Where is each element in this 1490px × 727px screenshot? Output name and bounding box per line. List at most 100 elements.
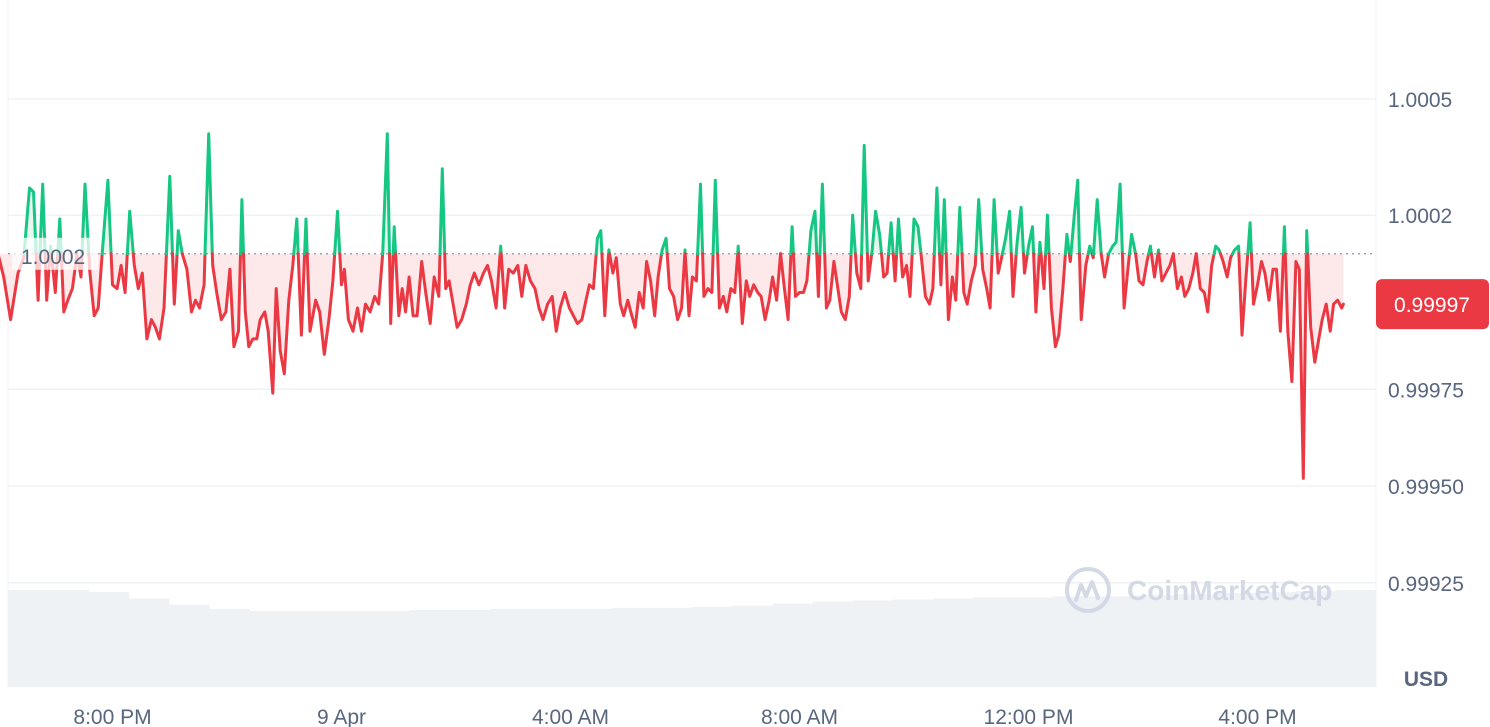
price-line-up-segment	[333, 209, 342, 256]
price-line-up-segment	[1025, 225, 1036, 256]
price-line-up-segment	[1037, 240, 1043, 256]
volume-bar	[1335, 590, 1377, 687]
price-line-up-segment	[1304, 229, 1310, 256]
price-line-up-segment	[1128, 232, 1138, 256]
price-line-down-segment	[1249, 252, 1285, 333]
price-line-down-segment	[59, 252, 79, 314]
price-line-down-segment	[1032, 252, 1041, 314]
price-line-up-segment	[932, 186, 942, 256]
price-line-down-segment	[853, 252, 864, 291]
volume-bar	[209, 608, 250, 687]
volume-bar	[692, 606, 733, 687]
volume-bar	[370, 611, 411, 687]
reference-label: 1.0002	[12, 237, 98, 270]
volume-bar	[88, 592, 130, 687]
coinmarketcap-logo-icon	[1065, 567, 1111, 613]
x-tick-label: 4:00 PM	[1218, 706, 1296, 727]
x-tick-label: 12:00 PM	[984, 706, 1074, 727]
volume-bar	[168, 604, 210, 687]
price-line-down-segment	[891, 252, 899, 283]
price-line-up-segment	[807, 209, 819, 256]
y-tick-label: 1.0005	[1388, 89, 1452, 112]
volume-bar	[973, 597, 1015, 687]
price-line-up-segment	[818, 182, 827, 256]
price-line-up-segment	[80, 182, 91, 256]
area-below-reference	[1307, 253, 1344, 363]
volume-bar	[329, 611, 371, 687]
price-line-up-segment	[164, 174, 174, 256]
current-price-badge: 0.99997	[1376, 279, 1489, 330]
price-line-down-segment	[242, 252, 296, 395]
price-line-down-segment	[1149, 252, 1160, 279]
price-line-down-segment	[388, 252, 395, 325]
price-line-down-segment	[1237, 252, 1250, 337]
area-below-reference	[444, 253, 501, 328]
volume-bar	[732, 605, 773, 687]
price-line-up-segment	[870, 209, 883, 256]
price-line-up-segment	[910, 217, 923, 256]
price-line-down-segment	[938, 252, 944, 287]
price-line-down-segment	[1047, 252, 1067, 349]
price-line-up-segment	[391, 225, 398, 256]
coinmarketcap-logo-mark	[1074, 580, 1100, 602]
price-line-down-segment	[1022, 252, 1029, 275]
price-line-down-segment	[1171, 252, 1198, 298]
price-line-down-segment	[919, 252, 936, 306]
price-line-up-segment	[203, 132, 214, 256]
price-line-up-segment	[849, 213, 857, 256]
price-line-up-segment	[895, 217, 903, 256]
volume-bar	[933, 598, 975, 687]
area-below-reference	[738, 253, 781, 324]
grid-lines	[7, 0, 1377, 687]
price-line-up-segment	[1092, 198, 1103, 256]
volume-bar	[8, 590, 49, 687]
price-line-down-segment	[1078, 252, 1090, 322]
volume-bar	[893, 599, 934, 687]
volume-bar	[1215, 593, 1256, 687]
area-fill	[0, 133, 1344, 479]
currency-unit-label: USD	[1404, 668, 1448, 691]
price-line-down-segment	[1157, 252, 1175, 283]
watermark-text: CoinMarketCap	[1127, 575, 1332, 606]
price-line-up-segment	[789, 225, 795, 256]
price-line-down-segment	[608, 252, 663, 329]
price-line-down-segment	[338, 252, 385, 333]
price-line-down-segment	[865, 252, 874, 283]
x-tick-label: 8:00 AM	[761, 706, 838, 727]
volume-bar	[289, 611, 331, 687]
price-line-up-segment	[860, 143, 869, 256]
price-line-up-segment	[1063, 232, 1071, 256]
price-line-down-segment	[1194, 252, 1216, 314]
price-line-down-segment	[109, 252, 129, 294]
price-line-down-segment	[1009, 252, 1018, 298]
volume-bar	[128, 598, 170, 687]
x-tick-label: 9 Apr	[317, 706, 366, 727]
price-line-down-segment	[1219, 252, 1235, 279]
price-line-down-segment	[960, 252, 978, 306]
price-line-up-segment	[736, 244, 741, 256]
price-line-up-segment	[292, 217, 300, 256]
volume-bar	[1013, 597, 1055, 687]
y-tick-label: 0.99950	[1388, 476, 1464, 499]
price-line-up-segment	[498, 244, 503, 256]
area-below-reference	[243, 253, 294, 394]
price-line-down-segment	[600, 252, 611, 318]
price-line-down-segment	[296, 252, 307, 337]
volume-bar	[812, 601, 854, 687]
y-tick-label: 0.99975	[1388, 379, 1464, 402]
price-line-up-segment	[940, 198, 948, 256]
price-line-up-segment	[1014, 205, 1025, 256]
price-line-up-segment	[660, 236, 669, 256]
price-line-up-segment	[1281, 225, 1287, 256]
price-line-up-segment	[125, 209, 135, 256]
reference-label-bg	[12, 237, 98, 270]
price-line-down-segment	[1099, 252, 1111, 279]
price-line-down-segment	[1067, 252, 1073, 263]
price-line-down-segment	[815, 252, 822, 298]
price-line-up-segment	[990, 198, 999, 256]
price-line-up-segment	[1246, 221, 1253, 256]
price-line-down-segment	[944, 252, 960, 322]
price-line-up-segment	[1000, 209, 1013, 256]
price-line-up-segment	[1069, 178, 1081, 256]
